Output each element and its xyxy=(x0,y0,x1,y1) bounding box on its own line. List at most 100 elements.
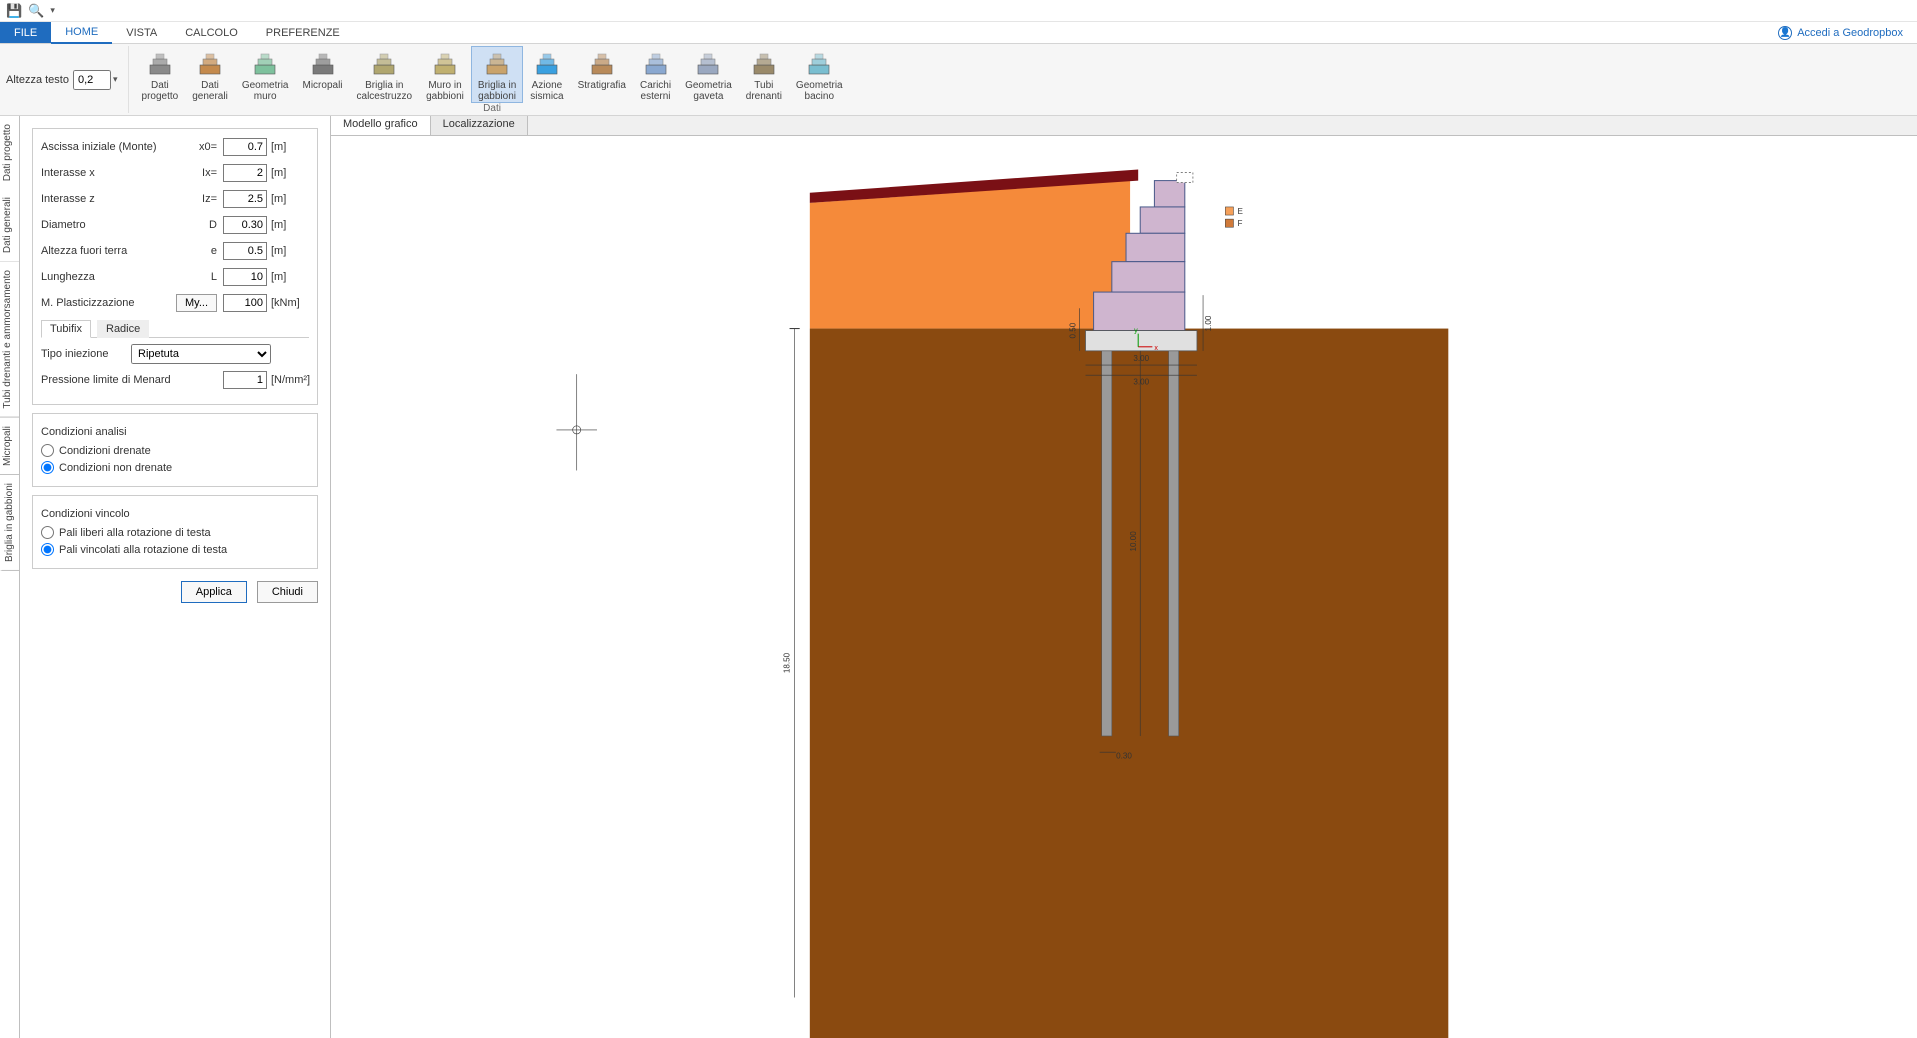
radio-vincolati-input[interactable] xyxy=(41,543,54,556)
vtab-2[interactable]: Tubi drenanti e ammorsamento xyxy=(0,262,19,418)
ribbon-tabs: FILE HOME VISTA CALCOLO PREFERENZE 👤 Acc… xyxy=(0,22,1917,44)
properties-panel: Ascissa iniziale (Monte) x0= [m] Interas… xyxy=(20,116,330,1038)
geom-row-4: Altezza fuori terra e [m] xyxy=(41,241,309,261)
geom-input-2[interactable] xyxy=(223,190,267,208)
mplast-unit: [kNm] xyxy=(267,297,309,309)
radio-drenate-input[interactable] xyxy=(41,444,54,457)
ribbon-group-caption: Dati xyxy=(483,103,501,115)
geom-row-1: Interasse x Ix= [m] xyxy=(41,163,309,183)
tab-preferenze[interactable]: PREFERENZE xyxy=(252,22,354,43)
ribbon-ico-0 xyxy=(146,50,174,78)
ribbon-lbl-1: Datigenerali xyxy=(192,80,228,102)
radio-vincolati[interactable]: Pali vincolati alla rotazione di testa xyxy=(41,543,309,556)
save-icon[interactable]: 💾 xyxy=(6,3,22,19)
model-canvas[interactable]: 18.503.003.0010.000.301.000.50xyEF xyxy=(331,136,1917,1038)
ribbon-btn-12[interactable]: Geometriabacino xyxy=(789,46,850,103)
svg-text:0.30: 0.30 xyxy=(1116,751,1132,760)
ribbon-ico-8 xyxy=(588,50,616,78)
geom-input-1[interactable] xyxy=(223,164,267,182)
tipo-iniezione-select[interactable]: Ripetuta xyxy=(131,344,271,364)
ribbon-btn-2[interactable]: Geometriamuro xyxy=(235,46,296,103)
ribbon-btn-11[interactable]: Tubidrenanti xyxy=(739,46,789,103)
account-label: Accedi a Geodropbox xyxy=(1797,27,1903,39)
geom-input-0[interactable] xyxy=(223,138,267,156)
preview-icon[interactable]: 🔍 xyxy=(28,3,44,19)
ribbon-group-dati: Datiprogetto Datigenerali Geometriamuro Mic… xyxy=(135,46,850,113)
alt-testo-dropdown-icon[interactable]: ▾ xyxy=(113,74,118,85)
subtab-radice[interactable]: Radice xyxy=(97,320,149,338)
ribbon-btn-6[interactable]: Briglia ingabbioni xyxy=(471,46,523,103)
quick-access-toolbar: 💾 🔍 ▾ xyxy=(0,0,1917,22)
ribbon-btn-9[interactable]: Carichiesterni xyxy=(633,46,678,103)
tab-vista[interactable]: VISTA xyxy=(112,22,171,43)
qat-dropdown-icon[interactable]: ▾ xyxy=(50,5,55,16)
geom-unit-5: [m] xyxy=(267,271,309,283)
close-button[interactable]: Chiudi xyxy=(257,581,318,603)
cond-vincolo-title: Condizioni vincolo xyxy=(41,508,309,520)
mplast-input[interactable] xyxy=(223,294,267,312)
ribbon-btn-4[interactable]: Briglia incalcestruzzo xyxy=(350,46,420,103)
alt-testo-input[interactable] xyxy=(73,70,111,90)
subtab-tubifix[interactable]: Tubifix xyxy=(41,320,91,338)
ribbon-text-height: Altezza testo ▾ xyxy=(6,46,129,113)
radio-liberi[interactable]: Pali liberi alla rotazione di testa xyxy=(41,526,309,539)
ribbon-ico-9 xyxy=(642,50,670,78)
alt-testo-label: Altezza testo xyxy=(6,74,69,86)
radio-non-drenate-input[interactable] xyxy=(41,461,54,474)
geom-sym-2: Iz= xyxy=(193,193,223,205)
radio-non-drenate[interactable]: Condizioni non drenate xyxy=(41,461,309,474)
ribbon-btn-5[interactable]: Muro ingabbioni xyxy=(419,46,471,103)
tipo-iniezione-label: Tipo iniezione xyxy=(41,348,131,360)
ribbon-btn-1[interactable]: Datigenerali xyxy=(185,46,235,103)
svg-text:F: F xyxy=(1238,219,1243,228)
ribbon-lbl-4: Briglia incalcestruzzo xyxy=(357,80,413,102)
ribbon-btn-3[interactable]: Micropali xyxy=(296,46,350,103)
ribbon-ico-5 xyxy=(431,50,459,78)
row-menard: Pressione limite di Menard [N/mm²] xyxy=(41,370,309,390)
svg-text:10.00: 10.00 xyxy=(1129,531,1138,552)
ribbon-lbl-9: Carichiesterni xyxy=(640,80,671,102)
geom-unit-2: [m] xyxy=(267,193,309,205)
svg-text:3.00: 3.00 xyxy=(1133,377,1149,386)
ribbon-btn-7[interactable]: Azionesismica xyxy=(523,46,570,103)
geom-input-3[interactable] xyxy=(223,216,267,234)
row-tipo-iniezione: Tipo iniezione Ripetuta xyxy=(41,344,309,364)
apply-button[interactable]: Applica xyxy=(181,581,247,603)
geom-sym-4: e xyxy=(193,245,223,257)
vtab-4[interactable]: Briglia in gabbioni xyxy=(0,475,19,571)
geom-label-4: Altezza fuori terra xyxy=(41,245,193,257)
ribbon-lbl-6: Briglia ingabbioni xyxy=(478,80,516,102)
radio-liberi-input[interactable] xyxy=(41,526,54,539)
ribbon-lbl-2: Geometriamuro xyxy=(242,80,289,102)
ribbon: Altezza testo ▾ Datiprogetto Datigenerali… xyxy=(0,44,1917,116)
my-button[interactable]: My... xyxy=(176,294,217,312)
radio-drenate[interactable]: Condizioni drenate xyxy=(41,444,309,457)
cond-vincolo-fieldset: Condizioni vincolo Pali liberi alla rota… xyxy=(32,495,318,569)
ribbon-lbl-11: Tubidrenanti xyxy=(746,80,782,102)
workspace: Dati progettoDati generaliTubi drenanti … xyxy=(0,116,1917,1038)
geom-sym-3: D xyxy=(193,219,223,231)
tab-home[interactable]: HOME xyxy=(51,22,112,44)
svg-text:3.00: 3.00 xyxy=(1133,354,1149,363)
ribbon-btn-10[interactable]: Geometriagaveta xyxy=(678,46,739,103)
tab-calcolo[interactable]: CALCOLO xyxy=(171,22,252,43)
row-mplast: M. Plasticizzazione My... [kNm] xyxy=(41,293,309,313)
menard-input[interactable] xyxy=(223,371,267,389)
ribbon-ico-3 xyxy=(309,50,337,78)
tab-file[interactable]: FILE xyxy=(0,22,51,43)
svg-text:y: y xyxy=(1134,327,1138,335)
ribbon-btn-8[interactable]: Stratigrafia xyxy=(571,46,633,103)
geom-row-3: Diametro D [m] xyxy=(41,215,309,235)
geom-input-4[interactable] xyxy=(223,242,267,260)
vtab-0[interactable]: Dati progetto xyxy=(0,116,19,189)
account-link[interactable]: 👤 Accedi a Geodropbox xyxy=(1778,22,1917,43)
vtab-3[interactable]: Micropali xyxy=(0,418,19,475)
ribbon-btn-0[interactable]: Datiprogetto xyxy=(135,46,186,103)
canvas-tab-localizzazione[interactable]: Localizzazione xyxy=(431,116,528,135)
vtab-1[interactable]: Dati generali xyxy=(0,189,19,262)
geom-input-5[interactable] xyxy=(223,268,267,286)
geom-fieldset: Ascissa iniziale (Monte) x0= [m] Interas… xyxy=(32,128,318,405)
geom-row-2: Interasse z Iz= [m] xyxy=(41,189,309,209)
panel-footer: Applica Chiudi xyxy=(32,581,318,603)
canvas-tab-modello[interactable]: Modello grafico xyxy=(331,116,431,135)
